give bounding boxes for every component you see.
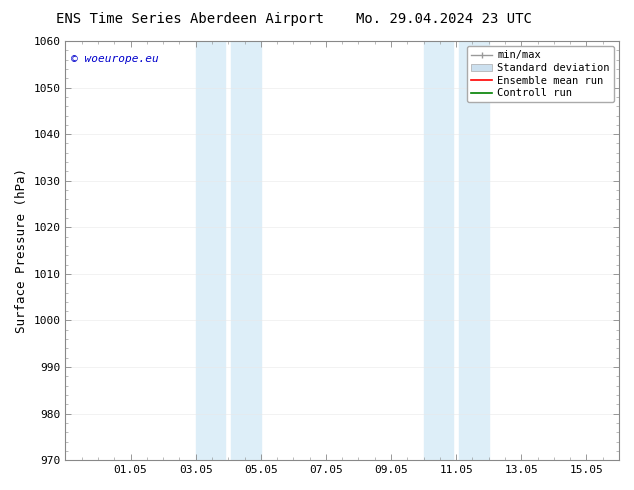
Text: ENS Time Series Aberdeen Airport: ENS Time Series Aberdeen Airport	[56, 12, 324, 26]
Bar	[231, 41, 261, 460]
Bar	[196, 41, 225, 460]
Text: © woeurope.eu: © woeurope.eu	[71, 53, 158, 64]
Bar	[424, 41, 453, 460]
Bar	[460, 41, 489, 460]
Legend: min/max, Standard deviation, Ensemble mean run, Controll run: min/max, Standard deviation, Ensemble me…	[467, 46, 614, 102]
Text: Mo. 29.04.2024 23 UTC: Mo. 29.04.2024 23 UTC	[356, 12, 532, 26]
Y-axis label: Surface Pressure (hPa): Surface Pressure (hPa)	[15, 168, 28, 333]
